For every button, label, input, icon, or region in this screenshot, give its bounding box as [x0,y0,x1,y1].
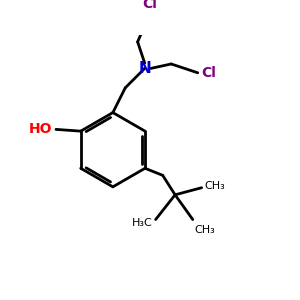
Text: CH₃: CH₃ [204,181,225,191]
Text: N: N [138,61,151,76]
Text: H₃C: H₃C [132,218,153,228]
Text: Cl: Cl [201,66,216,80]
Text: CH₃: CH₃ [194,225,215,235]
Text: HO: HO [29,122,52,136]
Text: Cl: Cl [142,0,158,11]
